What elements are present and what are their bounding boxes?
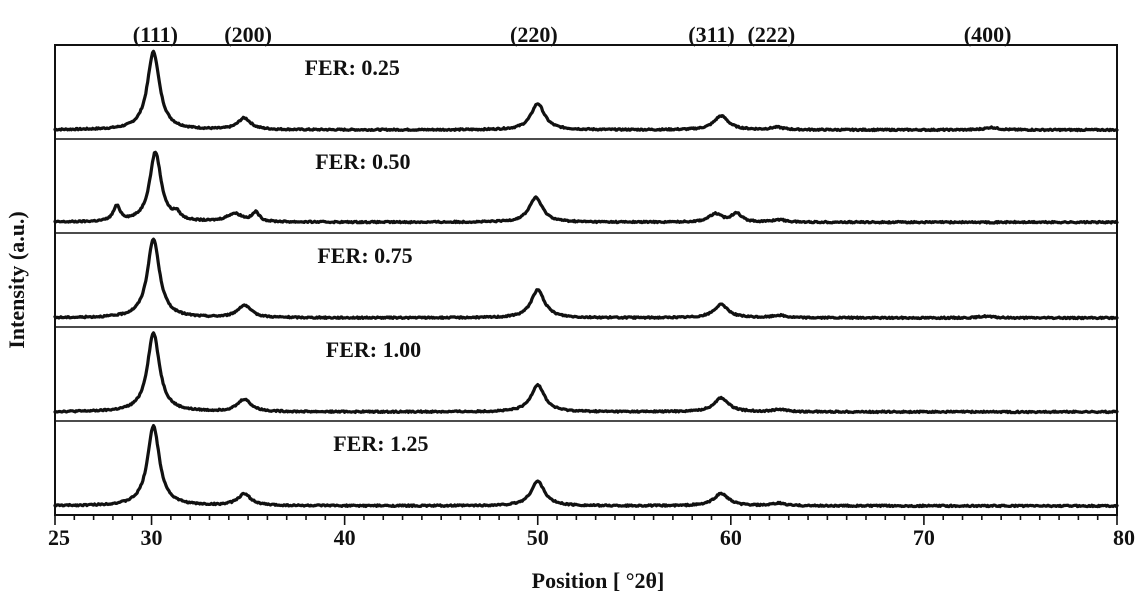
x-tick-label: 70 <box>913 525 935 550</box>
plot-frame <box>54 44 1118 516</box>
x-tick-label: 60 <box>720 525 742 550</box>
series-label: FER: 0.50 <box>315 149 410 174</box>
xrd-trace <box>53 49 1119 133</box>
x-tick-label: 30 <box>141 525 163 550</box>
xrd-trace <box>53 150 1119 225</box>
peak-label: (200) <box>224 22 272 47</box>
xrd-trace <box>53 237 1119 321</box>
series-label: FER: 0.75 <box>317 243 412 268</box>
peak-label: (220) <box>510 22 558 47</box>
peak-label: (111) <box>133 22 178 47</box>
x-tick-label: 80 <box>1113 525 1135 550</box>
series-label: FER: 0.25 <box>305 55 400 80</box>
x-axis-title: Position [ °2θ] <box>532 568 665 593</box>
x-axis: 25 30 40 50 60 70 80 <box>48 515 1135 550</box>
x-tick-label: 25 <box>48 525 70 550</box>
peak-label: (222) <box>748 22 796 47</box>
series-label: FER: 1.00 <box>326 337 421 362</box>
xrd-trace <box>53 424 1119 509</box>
peak-labels: (111) (200) (220) (311) (222) (400) <box>133 22 1012 47</box>
y-axis-title: Intensity (a.u.) <box>4 211 29 349</box>
peak-label: (311) <box>688 22 734 47</box>
x-tick-label: 50 <box>527 525 549 550</box>
xrd-trace <box>53 331 1119 415</box>
stacked-panels: FER: 0.25 FER: 0.50 FER: 0.75 FER: 1.00 FER:… <box>53 49 1119 509</box>
peak-label: (400) <box>964 22 1012 47</box>
x-tick-label: 40 <box>334 525 356 550</box>
series-label: FER: 1.25 <box>333 431 428 456</box>
